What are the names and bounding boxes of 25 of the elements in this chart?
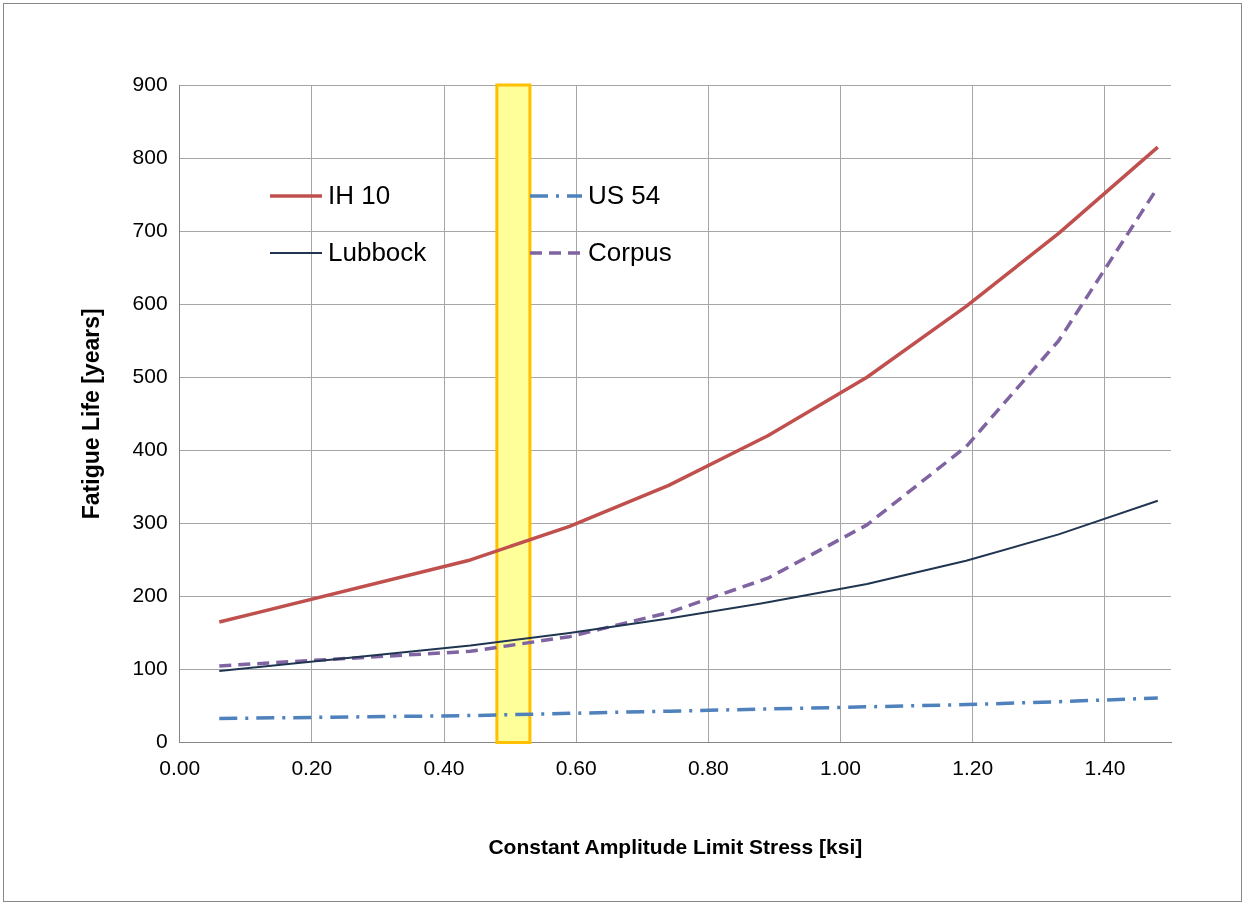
legend-label: US 54 — [588, 180, 661, 211]
x-tick-label: 0.20 — [291, 756, 333, 779]
y-tick-label: 200 — [132, 583, 168, 607]
x-tick-label: 1.20 — [952, 756, 994, 779]
y-tick-label: 600 — [132, 291, 168, 314]
y-tick-label: 100 — [132, 656, 168, 680]
legend-label: Lubbock — [328, 237, 427, 268]
y-tick-label: 0 — [155, 729, 168, 753]
y-axis-title: Fatigue Life [years] — [78, 308, 105, 520]
x-tick-label: 0.60 — [555, 756, 597, 779]
x-tick-label: 0.00 — [159, 756, 201, 779]
x-tick-label: 0.80 — [687, 756, 729, 779]
y-tick-label: 300 — [132, 510, 168, 534]
y-tick-label: 700 — [132, 217, 168, 241]
legend-label: Corpus — [588, 237, 672, 268]
y-tick-label: 500 — [132, 364, 168, 388]
y-tick-label: 400 — [132, 437, 168, 461]
x-tick-label: 1.00 — [820, 756, 861, 779]
x-axis-title: Constant Amplitude Limit Stress [ksi] — [488, 835, 863, 859]
y-tick-label: 800 — [132, 144, 168, 168]
x-tick-label: 0.40 — [423, 756, 465, 779]
x-tick-label: 1.40 — [1084, 756, 1126, 779]
line-series — [217, 696, 1160, 721]
y-tick-label: 900 — [132, 71, 168, 95]
legend-label: IH 10 — [328, 180, 391, 211]
